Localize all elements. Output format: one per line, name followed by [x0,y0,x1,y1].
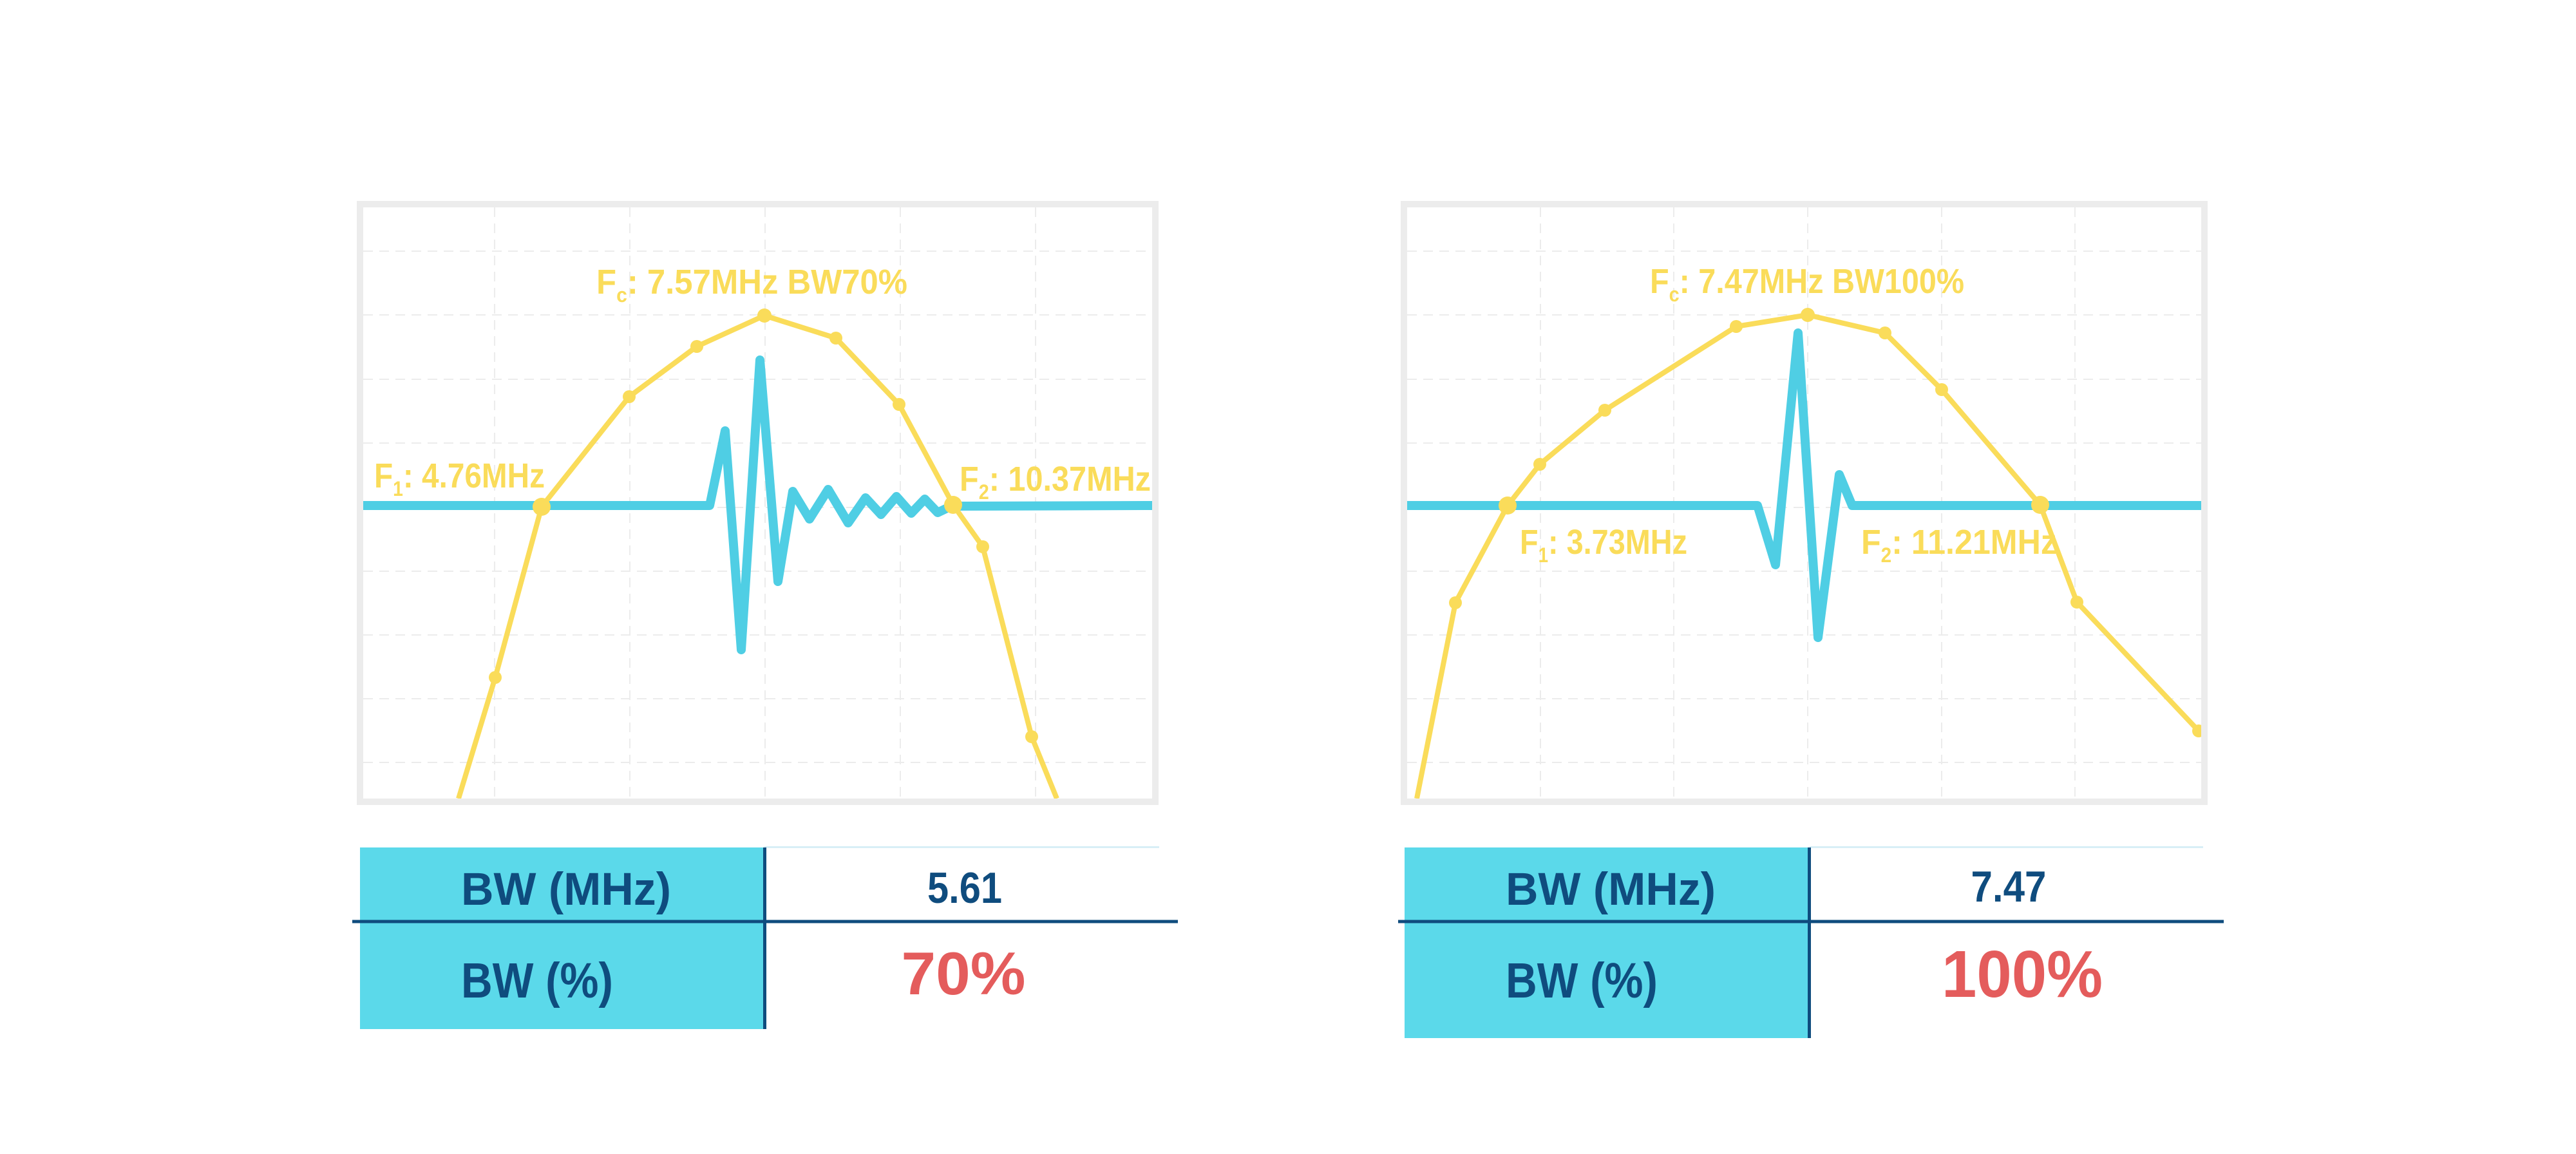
svg-text:7.47: 7.47 [1971,862,2047,911]
svg-text:70%: 70% [902,940,1026,1007]
svg-text:BW (%): BW (%) [1506,953,1658,1008]
svg-text:F2: 11.21MHz: F2: 11.21MHz [1861,523,2057,567]
svg-text:5.61: 5.61 [927,864,1002,913]
svg-text:BW (MHz): BW (MHz) [461,864,671,915]
svg-text:BW (MHz): BW (MHz) [1506,864,1716,915]
svg-text:F2: 10.37MHz: F2: 10.37MHz [960,460,1151,504]
svg-text:100%: 100% [1942,937,2103,1011]
svg-text:Fc: 7.57MHz BW70%: Fc: 7.57MHz BW70% [596,263,907,307]
svg-text:BW (%): BW (%) [461,953,613,1008]
svg-text:Fc: 7.47MHz BW100%: Fc: 7.47MHz BW100% [1650,262,1964,306]
svg-text:F1: 3.73MHz: F1: 3.73MHz [1520,523,1687,567]
svg-text:F1: 4.76MHz: F1: 4.76MHz [374,457,545,500]
